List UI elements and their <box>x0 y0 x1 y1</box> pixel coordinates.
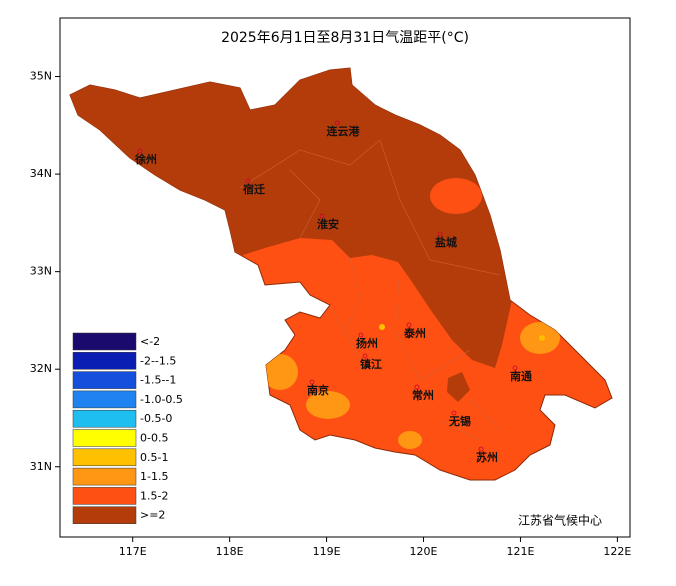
region-1-15 <box>306 391 350 419</box>
city-label: 苏州 <box>476 450 498 464</box>
y-tick-label: 32N <box>30 362 52 375</box>
city-label: 盐城 <box>435 235 457 249</box>
x-tick-label: 120E <box>410 545 438 558</box>
region-1-15 <box>262 354 298 390</box>
city-label: 镇江 <box>360 357 382 371</box>
legend-swatch <box>72 371 137 389</box>
legend-label: 1.5-2 <box>140 489 168 502</box>
city-dot <box>245 178 251 184</box>
city-dot <box>309 379 315 385</box>
legend-label: >=2 <box>140 509 165 522</box>
legend-label: -0.5-0 <box>140 412 172 425</box>
map-title: 2025年6月1日至8月31日气温距平(°C) <box>221 30 469 46</box>
city-label: 宿迁 <box>243 182 265 196</box>
city-dot <box>334 120 340 126</box>
city-label: 徐州 <box>134 152 157 166</box>
legend-label: -1.0-0.5 <box>140 393 183 406</box>
region-05-1 <box>539 335 545 341</box>
city-dot <box>414 384 420 390</box>
city-dot <box>406 322 412 328</box>
city-dot <box>437 231 443 237</box>
legend-label: <-2 <box>140 335 160 348</box>
city-dot <box>512 365 518 371</box>
legend-label: -1.5--1 <box>140 374 176 387</box>
legend-label: -2--1.5 <box>140 354 176 367</box>
boundary-lines <box>239 139 501 441</box>
city-dot <box>137 148 143 154</box>
city-label: 连云港 <box>327 124 361 138</box>
credit: 江苏省气候中心 <box>518 513 602 528</box>
y-tick-label: 31N <box>30 460 52 473</box>
x-tick-label: 122E <box>603 545 631 558</box>
legend-swatch <box>72 332 137 351</box>
region-1-15 <box>398 431 422 449</box>
city-dot <box>478 446 484 452</box>
legend-swatch <box>72 352 137 370</box>
city-dot <box>362 353 368 359</box>
region-ge2 <box>447 372 470 402</box>
x-tick-label: 117E <box>119 545 147 558</box>
city-label: 南京 <box>307 383 329 397</box>
region-05-1 <box>379 324 385 330</box>
x-tick-label: 118E <box>216 545 244 558</box>
city-dot <box>319 213 325 219</box>
x-tick-label: 121E <box>506 545 534 558</box>
city-label: 扬州 <box>356 336 378 350</box>
y-tick-label: 34N <box>30 167 52 180</box>
city-label: 无锡 <box>448 414 471 428</box>
legend-label: 0-0.5 <box>140 432 168 445</box>
region-15-2 <box>430 178 482 214</box>
legend-swatch <box>72 448 137 467</box>
legend-swatch <box>72 506 137 524</box>
legend-swatch <box>72 390 137 409</box>
y-tick-label: 33N <box>30 265 52 278</box>
legend-label: 1-1.5 <box>140 470 168 483</box>
y-tick-label: 35N <box>30 70 52 83</box>
legend-swatch <box>72 409 137 428</box>
x-tick-label: 119E <box>313 545 341 558</box>
city-label: 南通 <box>510 369 532 383</box>
city-label: 常州 <box>412 388 434 402</box>
city-dot <box>451 410 457 416</box>
city-dot <box>358 332 364 338</box>
city-label: 泰州 <box>403 326 426 340</box>
legend-swatch <box>72 467 137 486</box>
legend-label: 0.5-1 <box>140 451 168 464</box>
legend-swatch <box>72 429 137 447</box>
legend-swatch <box>72 487 137 505</box>
city-label: 淮安 <box>317 217 339 231</box>
